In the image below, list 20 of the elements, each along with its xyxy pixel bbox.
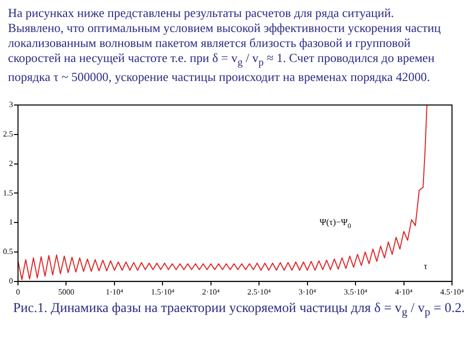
y-tick-label: 2 [9, 158, 13, 168]
y-tick-label: 0 [9, 276, 13, 286]
chart-title: На рисунках ниже представлены результаты расчетов для ряда ситуаций. Выявлено, что оптимальным условием высокой эффективности ускорения частиц локализованным волновым пакетом является близость фазовой и групповой скоростей на несущей частоте т.е. при δ = v$_{g}$ / v$_{p}$ ≈ 1. Счет проводился до времен порядка τ ~ 500000, ускорение частицы происходит на временах порядка 42000. [8, 6, 441, 84]
text: Рис.1. Динамика фазы на траектории ускоряемой частицы для δ = v$_{g}$ / v$_{p}$ = 0.2. [12, 300, 466, 319]
x-tick-label: 3·10⁴ [298, 287, 316, 296]
x-axis-title: τ [424, 261, 428, 272]
x-tick-label: 1·10⁴ [106, 287, 124, 296]
x-tick-label: 1.5·10⁴ [150, 287, 175, 296]
x-tick-label: 4·10⁴ [395, 287, 413, 296]
x-tick-label: 4.5·10⁴ [440, 287, 464, 296]
x-tick-label: 5000 [58, 287, 74, 296]
x-tick-label: 2·10⁴ [202, 287, 220, 296]
y-tick-label: 2.5 [3, 129, 13, 138]
y-tick-label: 0.5 [3, 247, 13, 256]
x-tick-label: 0 [16, 287, 20, 296]
y-tick-label: 1.5 [3, 188, 13, 198]
x-tick-label: 2.5·10⁴ [247, 287, 272, 296]
x-tick-label: 3.5·10⁴ [344, 287, 368, 296]
y-tick-label: 3 [9, 100, 13, 110]
y-tick-label: 1 [9, 218, 13, 227]
